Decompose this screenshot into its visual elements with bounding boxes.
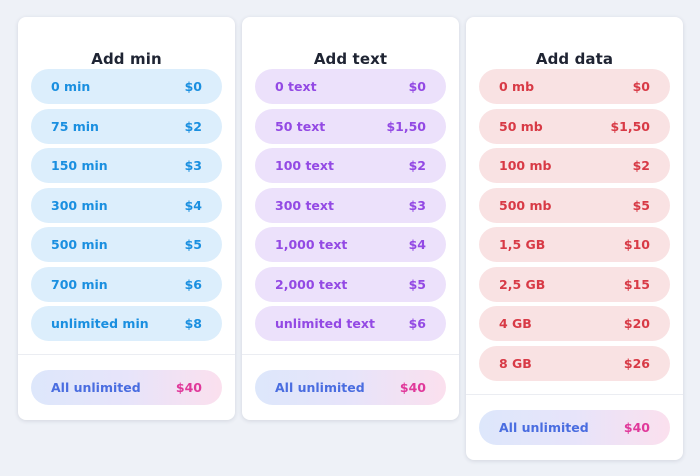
- option-50-text[interactable]: 50 text $1,50: [255, 109, 446, 144]
- option-label: 50 text: [275, 119, 326, 134]
- option-50-mb[interactable]: 50 mb $1,50: [479, 109, 670, 144]
- option-2-5-gb[interactable]: 2,5 GB $15: [479, 267, 670, 302]
- option-label: 75 min: [51, 119, 99, 134]
- divider: [466, 394, 683, 395]
- option-0-mb[interactable]: 0 mb $0: [479, 69, 670, 104]
- option-price: $0: [184, 79, 202, 94]
- option-75-min[interactable]: 75 min $2: [31, 109, 222, 144]
- divider: [242, 354, 459, 355]
- option-label: unlimited min: [51, 316, 149, 331]
- option-price: $20: [623, 316, 650, 331]
- option-price: $5: [632, 198, 650, 213]
- option-1-5-gb[interactable]: 1,5 GB $10: [479, 227, 670, 262]
- option-price: $6: [184, 277, 202, 292]
- all-unlimited-label: All unlimited: [499, 420, 589, 435]
- card-title: Add text: [313, 50, 388, 68]
- option-label: 2,000 text: [275, 277, 348, 292]
- option-price: $2: [632, 158, 650, 173]
- all-unlimited-button[interactable]: All unlimited $40: [479, 410, 670, 445]
- option-label: 500 min: [51, 237, 108, 252]
- option-price: $15: [623, 277, 650, 292]
- option-price: $26: [623, 356, 650, 371]
- all-unlimited-label: All unlimited: [275, 380, 365, 395]
- option-label: 100 mb: [499, 158, 552, 173]
- option-label: 0 mb: [499, 79, 535, 94]
- all-unlimited-price: $40: [399, 380, 426, 395]
- option-label: 0 text: [275, 79, 317, 94]
- option-price: $2: [184, 119, 202, 134]
- option-8-gb[interactable]: 8 GB $26: [479, 346, 670, 381]
- option-label: 50 mb: [499, 119, 543, 134]
- option-label: 1,5 GB: [499, 237, 546, 252]
- option-0-text[interactable]: 0 text $0: [255, 69, 446, 104]
- option-300-text[interactable]: 300 text $3: [255, 188, 446, 223]
- option-1000-text[interactable]: 1,000 text $4: [255, 227, 446, 262]
- all-unlimited-price: $40: [175, 380, 202, 395]
- option-label: 300 min: [51, 198, 108, 213]
- option-100-mb[interactable]: 100 mb $2: [479, 148, 670, 183]
- card-add-min: Add min 0 min $0 75 min $2 150 min $3 300 m…: [18, 17, 235, 420]
- option-unlimited-text[interactable]: unlimited text $6: [255, 306, 446, 341]
- option-price: $3: [184, 158, 202, 173]
- option-price: $4: [184, 198, 202, 213]
- card-add-data: Add data 0 mb $0 50 mb $1,50 100 mb $2 500 …: [466, 17, 683, 460]
- option-price: $4: [408, 237, 426, 252]
- option-150-min[interactable]: 150 min $3: [31, 148, 222, 183]
- option-label: 700 min: [51, 277, 108, 292]
- option-price: $1,50: [386, 119, 426, 134]
- option-price: $2: [408, 158, 426, 173]
- option-label: unlimited text: [275, 316, 375, 331]
- option-price: $10: [623, 237, 650, 252]
- card-title: Add data: [535, 50, 614, 68]
- option-label: 300 text: [275, 198, 334, 213]
- option-label: 2,5 GB: [499, 277, 546, 292]
- option-label: 0 min: [51, 79, 91, 94]
- option-price: $6: [408, 316, 426, 331]
- option-label: 500 mb: [499, 198, 552, 213]
- option-price: $0: [408, 79, 426, 94]
- option-price: $5: [408, 277, 426, 292]
- option-price: $3: [408, 198, 426, 213]
- option-2000-text[interactable]: 2,000 text $5: [255, 267, 446, 302]
- all-unlimited-label: All unlimited: [51, 380, 141, 395]
- card-add-text: Add text 0 text $0 50 text $1,50 100 text $…: [242, 17, 459, 420]
- divider: [18, 354, 235, 355]
- option-label: 100 text: [275, 158, 334, 173]
- all-unlimited-price: $40: [623, 420, 650, 435]
- option-0-min[interactable]: 0 min $0: [31, 69, 222, 104]
- option-label: 1,000 text: [275, 237, 348, 252]
- option-price: $1,50: [610, 119, 650, 134]
- option-700-min[interactable]: 700 min $6: [31, 267, 222, 302]
- option-price: $0: [632, 79, 650, 94]
- option-label: 4 GB: [499, 316, 532, 331]
- option-100-text[interactable]: 100 text $2: [255, 148, 446, 183]
- option-4-gb[interactable]: 4 GB $20: [479, 306, 670, 341]
- option-500-min[interactable]: 500 min $5: [31, 227, 222, 262]
- option-price: $5: [184, 237, 202, 252]
- all-unlimited-button[interactable]: All unlimited $40: [255, 370, 446, 405]
- option-label: 150 min: [51, 158, 108, 173]
- option-300-min[interactable]: 300 min $4: [31, 188, 222, 223]
- card-title: Add min: [91, 50, 162, 68]
- all-unlimited-button[interactable]: All unlimited $40: [31, 370, 222, 405]
- option-unlimited-min[interactable]: unlimited min $8: [31, 306, 222, 341]
- option-label: 8 GB: [499, 356, 532, 371]
- option-500-mb[interactable]: 500 mb $5: [479, 188, 670, 223]
- option-price: $8: [184, 316, 202, 331]
